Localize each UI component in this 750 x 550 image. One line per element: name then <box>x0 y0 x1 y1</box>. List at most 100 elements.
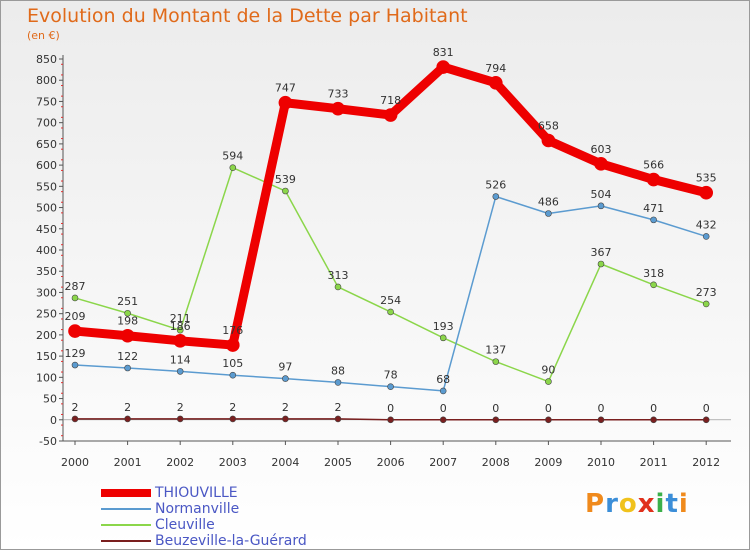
data-point <box>702 233 710 240</box>
y-tick-label: 400 <box>36 244 57 257</box>
legend-swatch <box>101 524 151 526</box>
logo-letter: r <box>605 489 619 519</box>
data-point <box>229 164 237 171</box>
data-label: 718 <box>380 94 401 107</box>
data-label: 2 <box>124 401 131 414</box>
y-tick-label: -50 <box>39 435 57 448</box>
data-point <box>71 415 79 423</box>
data-point <box>702 416 710 424</box>
y-tick-label: 300 <box>36 286 57 299</box>
x-tick-label: 2011 <box>640 456 668 469</box>
data-label: 105 <box>222 357 243 370</box>
data-point <box>229 415 237 423</box>
data-label: 2 <box>282 401 289 414</box>
data-label: 211 <box>170 312 191 325</box>
data-point <box>439 387 447 395</box>
data-point <box>545 378 552 385</box>
data-point <box>492 416 500 424</box>
x-tick-label: 2005 <box>324 456 352 469</box>
data-label: 90 <box>541 364 555 377</box>
y-tick-label: 50 <box>43 393 57 406</box>
series-line <box>74 166 707 383</box>
data-label: 2 <box>72 401 79 414</box>
data-point <box>597 202 605 210</box>
logo-letter: t <box>665 489 679 519</box>
data-label: 88 <box>331 364 345 377</box>
data-point <box>278 95 293 110</box>
data-label: 0 <box>598 402 605 415</box>
data-label: 603 <box>591 143 612 156</box>
legend-swatch <box>101 508 151 510</box>
data-label: 97 <box>278 361 292 374</box>
data-label: 747 <box>275 82 296 95</box>
x-tick-label: 2001 <box>114 456 142 469</box>
x-tick-label: 2002 <box>166 456 194 469</box>
data-point <box>439 334 447 342</box>
data-point <box>492 358 500 365</box>
data-label: 198 <box>117 315 138 328</box>
data-point <box>176 415 184 423</box>
data-point <box>597 260 605 268</box>
data-label: 733 <box>328 88 349 101</box>
data-label: 0 <box>703 402 710 415</box>
data-point <box>387 416 394 424</box>
logo-letter: x <box>637 489 656 519</box>
legend-swatch <box>101 489 151 497</box>
legend-swatch <box>101 540 151 542</box>
legend-label: THIOUVILLE <box>155 485 238 501</box>
data-point <box>488 75 503 90</box>
data-point <box>176 326 184 334</box>
y-tick-label: 750 <box>36 95 57 108</box>
data-label: 176 <box>222 324 243 337</box>
chart-legend: THIOUVILLE Normanville Cleuville Beuzeville… <box>101 485 307 549</box>
legend-label: Beuzeville-la-Guérard <box>155 533 307 549</box>
data-label: 367 <box>591 246 612 259</box>
data-point <box>436 60 451 74</box>
x-tick-label: 2010 <box>587 456 615 469</box>
data-point <box>387 383 394 390</box>
y-tick-label: 250 <box>36 308 57 321</box>
data-label: 432 <box>696 218 717 231</box>
data-label: 486 <box>538 195 559 208</box>
y-tick-label: 450 <box>36 223 57 236</box>
series-beuzeville-la-gu-rard: 2 2 2 2 2 2 0 0 0 0 0 0 0 <box>71 401 710 424</box>
x-tick-label: 2007 <box>429 456 457 469</box>
data-label: 2 <box>177 401 184 414</box>
legend-item: Beuzeville-la-Guérard <box>101 533 307 549</box>
data-point <box>541 133 556 148</box>
series-normanville: 129 122 114 105 97 88 78 68 526 486 504 471 432 <box>65 179 717 395</box>
logo-letter: P <box>585 489 606 519</box>
data-label: 594 <box>222 150 243 163</box>
y-tick-label: 850 <box>36 53 57 66</box>
data-point <box>282 375 289 382</box>
data-label: 471 <box>643 202 664 215</box>
data-point <box>120 328 135 343</box>
data-label: 209 <box>65 310 86 323</box>
legend-label: Normanville <box>155 501 240 517</box>
data-label: 78 <box>384 369 398 382</box>
data-point <box>226 338 240 352</box>
data-point <box>597 416 605 424</box>
data-label: 0 <box>545 402 552 415</box>
data-point <box>124 364 131 372</box>
data-label: 831 <box>433 46 454 59</box>
data-label: 68 <box>436 373 450 386</box>
data-label: 273 <box>696 286 717 299</box>
data-point <box>229 371 237 379</box>
data-point <box>699 185 714 200</box>
data-label: 658 <box>538 119 559 132</box>
data-label: 122 <box>117 350 138 363</box>
data-point <box>439 416 447 424</box>
legend-item: Normanville <box>101 501 307 517</box>
legend-item: Cleuville <box>101 517 307 533</box>
x-tick-label: 2000 <box>61 456 89 469</box>
data-point <box>334 415 342 423</box>
series-cleuville: 287 251 211 594 539 313 254 193 137 90 367 318 273 <box>65 150 717 385</box>
x-tick-label: 2009 <box>534 456 562 469</box>
data-label: 114 <box>170 353 191 366</box>
data-label: 313 <box>328 269 349 282</box>
y-tick-label: 600 <box>36 159 57 172</box>
logo-letter: i <box>678 489 689 519</box>
